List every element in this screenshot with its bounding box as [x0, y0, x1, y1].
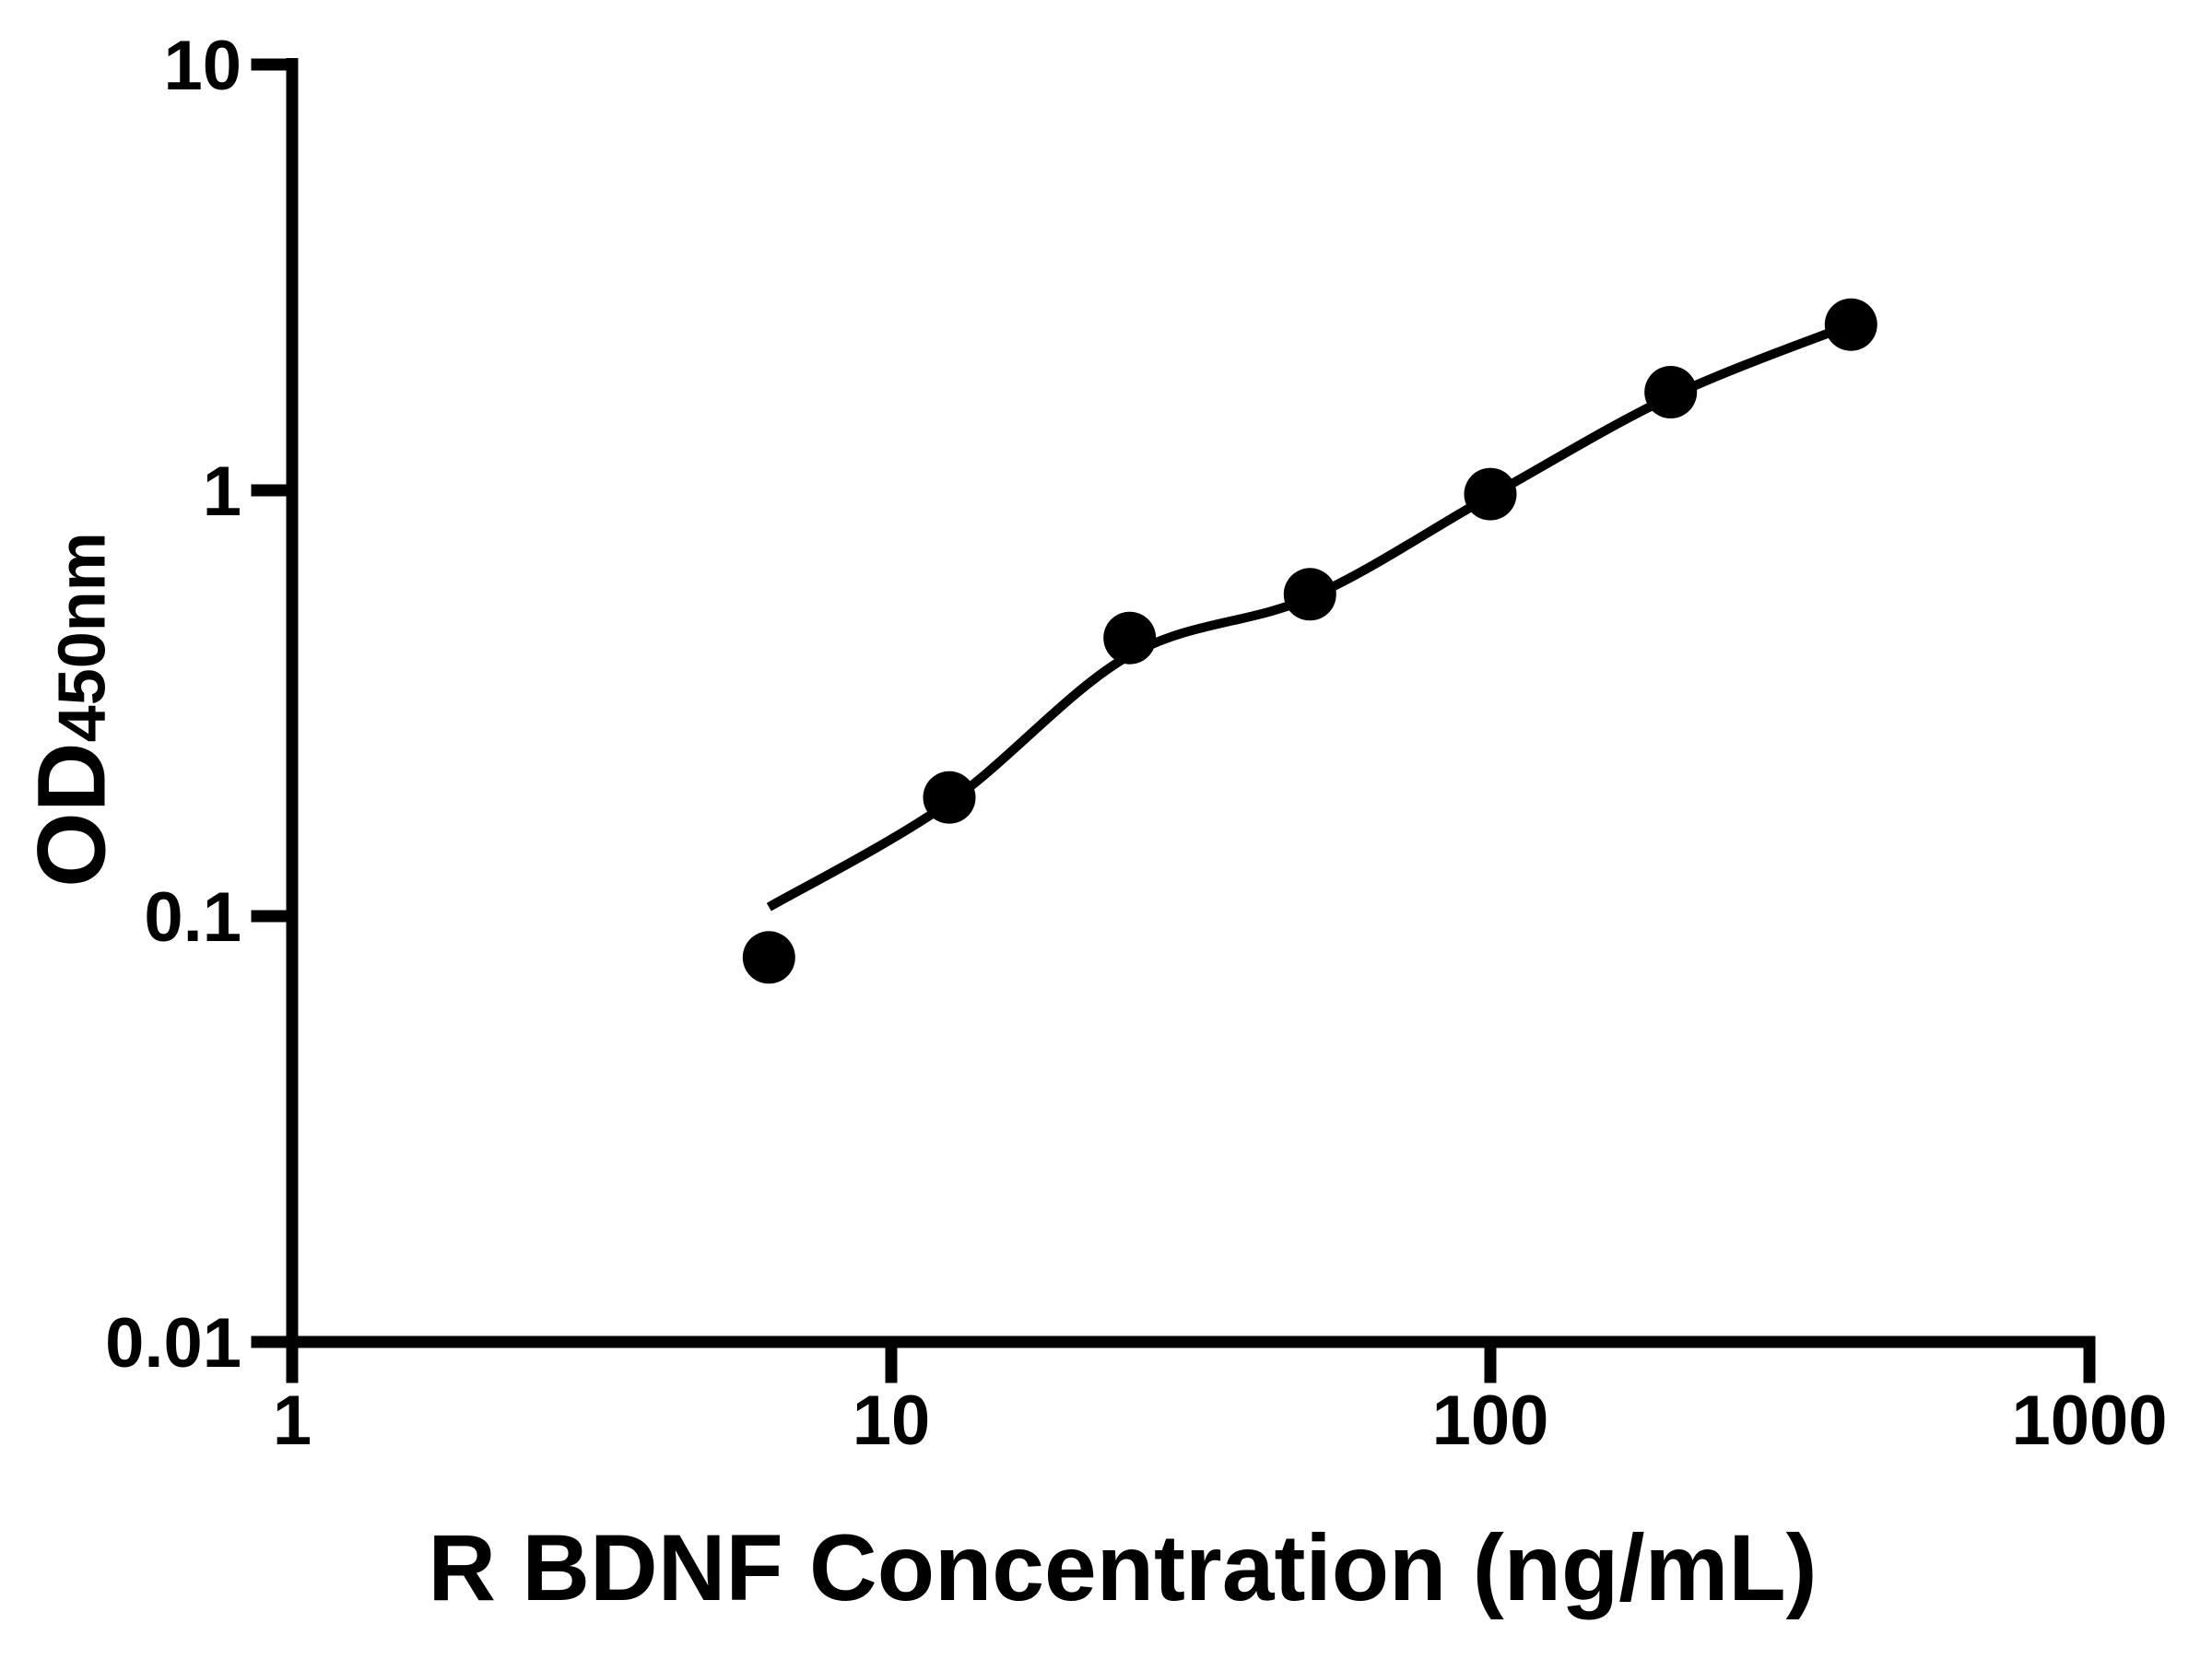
y-axis-title-sub: 450nm: [45, 532, 120, 743]
x-tick-label: 10: [853, 1382, 931, 1460]
y-tick-label: 0.01: [105, 1304, 241, 1382]
x-tick-label: 1: [273, 1382, 312, 1460]
x-tick-label: 1000: [2011, 1382, 2167, 1460]
y-axis-title: OD450nm: [18, 532, 126, 888]
y-axis-title-main: OD: [18, 742, 126, 888]
y-tick-label: 1: [203, 453, 241, 531]
x-tick-label: 100: [1432, 1382, 1549, 1460]
data-point: [1103, 611, 1157, 665]
y-tick-label: 10: [163, 27, 241, 105]
data-point: [1824, 298, 1877, 351]
x-axis-title: R BDNF Concentration (ng/mL): [428, 1515, 1818, 1620]
data-point: [1283, 568, 1336, 621]
data-point: [1464, 467, 1517, 521]
data-point: [742, 931, 795, 984]
y-tick-label: 0.1: [144, 878, 241, 957]
data-point: [1644, 366, 1698, 418]
data-point: [923, 771, 976, 824]
